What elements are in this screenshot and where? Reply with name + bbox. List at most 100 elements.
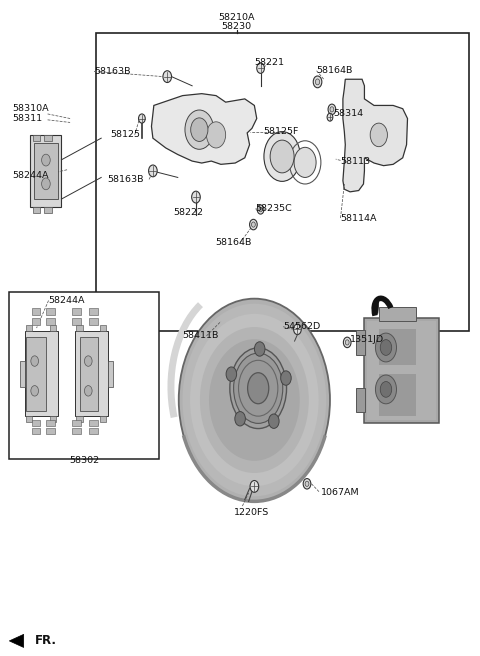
Text: 58164B: 58164B — [317, 66, 353, 75]
Bar — [46, 428, 55, 434]
Text: 58114A: 58114A — [340, 213, 377, 222]
Circle shape — [313, 76, 322, 88]
Polygon shape — [372, 302, 379, 314]
Bar — [356, 330, 365, 355]
Text: 58164B: 58164B — [215, 238, 252, 247]
Circle shape — [375, 333, 396, 362]
Circle shape — [270, 140, 294, 173]
Bar — [356, 388, 365, 413]
Bar — [76, 416, 83, 422]
Bar — [9, 292, 158, 459]
Circle shape — [31, 356, 38, 366]
Ellipse shape — [230, 348, 287, 428]
Bar — [20, 361, 24, 386]
Bar — [72, 420, 81, 426]
Circle shape — [259, 207, 262, 212]
Circle shape — [149, 165, 157, 176]
Ellipse shape — [234, 353, 283, 423]
Bar — [100, 325, 106, 331]
Bar — [26, 337, 46, 411]
Text: 58230: 58230 — [222, 22, 252, 31]
Text: 58222: 58222 — [173, 209, 203, 217]
Bar — [100, 416, 106, 422]
Text: 58244A: 58244A — [12, 171, 49, 180]
Circle shape — [250, 219, 257, 230]
Circle shape — [235, 411, 245, 426]
Text: 54562D: 54562D — [283, 322, 320, 331]
Text: 58163B: 58163B — [107, 175, 144, 184]
Bar — [75, 331, 108, 417]
Text: 1351JD: 1351JD — [350, 335, 384, 344]
Ellipse shape — [190, 314, 319, 486]
Circle shape — [84, 386, 92, 396]
Circle shape — [328, 104, 336, 115]
Bar — [108, 361, 113, 386]
Text: 58221: 58221 — [254, 58, 284, 68]
Bar — [89, 420, 98, 426]
Bar — [72, 308, 81, 315]
Polygon shape — [9, 634, 24, 647]
Text: 1220FS: 1220FS — [234, 508, 269, 517]
Text: 58235C: 58235C — [255, 205, 292, 213]
Bar — [72, 318, 81, 325]
Circle shape — [370, 123, 387, 147]
Bar — [26, 416, 32, 422]
Bar — [76, 325, 83, 331]
Ellipse shape — [200, 327, 309, 473]
Bar — [33, 135, 40, 142]
Circle shape — [42, 178, 50, 190]
Bar — [72, 428, 81, 434]
Bar — [44, 135, 52, 142]
Circle shape — [305, 482, 309, 486]
Circle shape — [330, 107, 334, 112]
Bar — [379, 375, 416, 417]
Text: 58244A: 58244A — [48, 296, 85, 305]
Circle shape — [269, 414, 279, 428]
Circle shape — [315, 79, 320, 85]
Circle shape — [31, 386, 38, 396]
Circle shape — [375, 375, 396, 404]
Text: 58125F: 58125F — [263, 127, 299, 136]
Text: 58210A: 58210A — [218, 12, 255, 22]
Circle shape — [380, 382, 392, 398]
Polygon shape — [152, 94, 257, 165]
Text: FR.: FR. — [35, 634, 57, 647]
Circle shape — [226, 367, 237, 381]
Bar — [364, 318, 439, 423]
Bar — [379, 307, 416, 321]
Ellipse shape — [209, 339, 300, 461]
Bar — [32, 318, 40, 325]
Circle shape — [294, 148, 316, 177]
Circle shape — [345, 340, 349, 345]
Circle shape — [380, 340, 392, 356]
Circle shape — [257, 63, 264, 73]
Circle shape — [343, 337, 351, 348]
Ellipse shape — [179, 298, 330, 501]
Text: 58113: 58113 — [340, 157, 371, 166]
Bar — [49, 416, 56, 422]
Text: 58125: 58125 — [111, 131, 141, 139]
Circle shape — [303, 479, 311, 489]
Text: 58311: 58311 — [12, 114, 43, 123]
Text: 1067AM: 1067AM — [322, 489, 360, 497]
Circle shape — [192, 191, 200, 203]
Text: 58411B: 58411B — [182, 331, 219, 340]
Circle shape — [252, 222, 255, 227]
Bar — [89, 428, 98, 434]
Bar — [32, 420, 40, 426]
Circle shape — [294, 324, 301, 335]
Bar — [32, 428, 40, 434]
Circle shape — [257, 205, 264, 214]
Bar — [44, 207, 52, 213]
Circle shape — [185, 110, 214, 150]
Circle shape — [327, 113, 333, 121]
Bar — [46, 318, 55, 325]
Bar — [30, 135, 61, 207]
Bar — [46, 308, 55, 315]
Circle shape — [42, 154, 50, 166]
Text: 58163B: 58163B — [94, 67, 131, 76]
Bar — [34, 143, 58, 199]
Circle shape — [163, 71, 171, 83]
Bar — [89, 308, 98, 315]
Circle shape — [84, 356, 92, 366]
